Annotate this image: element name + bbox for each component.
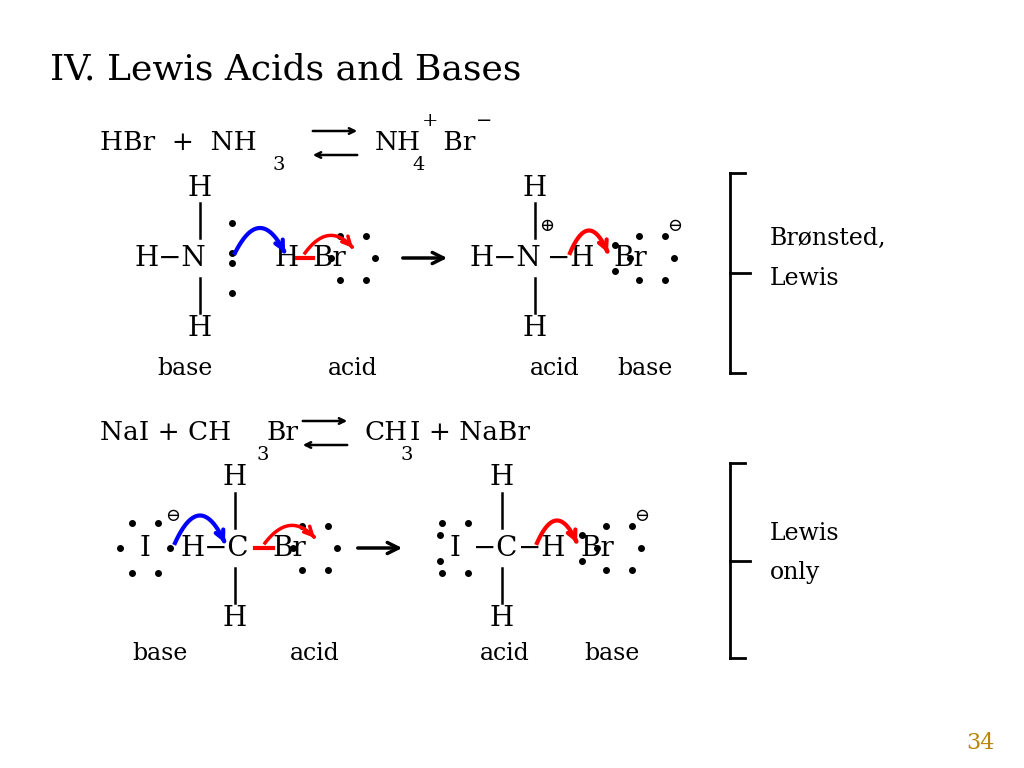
Text: H: H <box>223 465 247 492</box>
Text: H: H <box>489 465 514 492</box>
Text: base: base <box>158 356 213 379</box>
Text: acid: acid <box>290 641 340 664</box>
Text: NaI + CH: NaI + CH <box>100 421 231 445</box>
Text: H−N: H−N <box>135 244 207 272</box>
Text: Lewis: Lewis <box>770 521 840 545</box>
Text: H: H <box>523 315 547 342</box>
Text: base: base <box>585 641 640 664</box>
Text: NH: NH <box>375 131 421 155</box>
Text: H−C: H−C <box>180 535 249 561</box>
Text: Br: Br <box>435 131 475 155</box>
Text: 3: 3 <box>257 446 269 464</box>
Text: −H: −H <box>547 244 594 272</box>
Text: ⊖: ⊖ <box>166 507 180 525</box>
Text: CH: CH <box>365 421 409 445</box>
Text: Br: Br <box>312 244 346 272</box>
Text: acid: acid <box>530 356 580 379</box>
Text: +: + <box>422 112 438 130</box>
Text: Br: Br <box>613 244 647 272</box>
Text: I: I <box>450 535 461 561</box>
Text: 4: 4 <box>412 156 424 174</box>
Text: Br: Br <box>267 421 299 445</box>
Text: H: H <box>188 315 212 342</box>
Text: HBr  +  NH: HBr + NH <box>100 131 257 155</box>
Text: H: H <box>523 174 547 201</box>
Text: base: base <box>132 641 187 664</box>
Text: ⊖: ⊖ <box>668 217 683 235</box>
Text: −: − <box>476 112 493 130</box>
Text: H−N: H−N <box>470 244 542 272</box>
Text: H: H <box>489 604 514 631</box>
Text: 3: 3 <box>401 446 414 464</box>
Text: IV. Lewis Acids and Bases: IV. Lewis Acids and Bases <box>50 53 521 87</box>
Text: Brønsted,: Brønsted, <box>770 227 887 250</box>
Text: base: base <box>617 356 673 379</box>
Text: acid: acid <box>328 356 378 379</box>
Text: H: H <box>275 244 299 272</box>
Text: I: I <box>139 535 151 561</box>
Text: H: H <box>223 604 247 631</box>
Text: H: H <box>188 174 212 201</box>
Text: Br: Br <box>581 535 613 561</box>
Text: 3: 3 <box>273 156 286 174</box>
Text: only: only <box>770 561 820 584</box>
Text: 34: 34 <box>966 732 994 754</box>
Text: −C: −C <box>473 535 517 561</box>
Text: acid: acid <box>480 641 529 664</box>
Text: −H: −H <box>518 535 565 561</box>
Text: Lewis: Lewis <box>770 266 840 290</box>
Text: ⊖: ⊖ <box>635 507 649 525</box>
Text: Br: Br <box>272 535 306 561</box>
Text: ⊕: ⊕ <box>540 217 555 235</box>
Text: I + NaBr: I + NaBr <box>410 421 530 445</box>
